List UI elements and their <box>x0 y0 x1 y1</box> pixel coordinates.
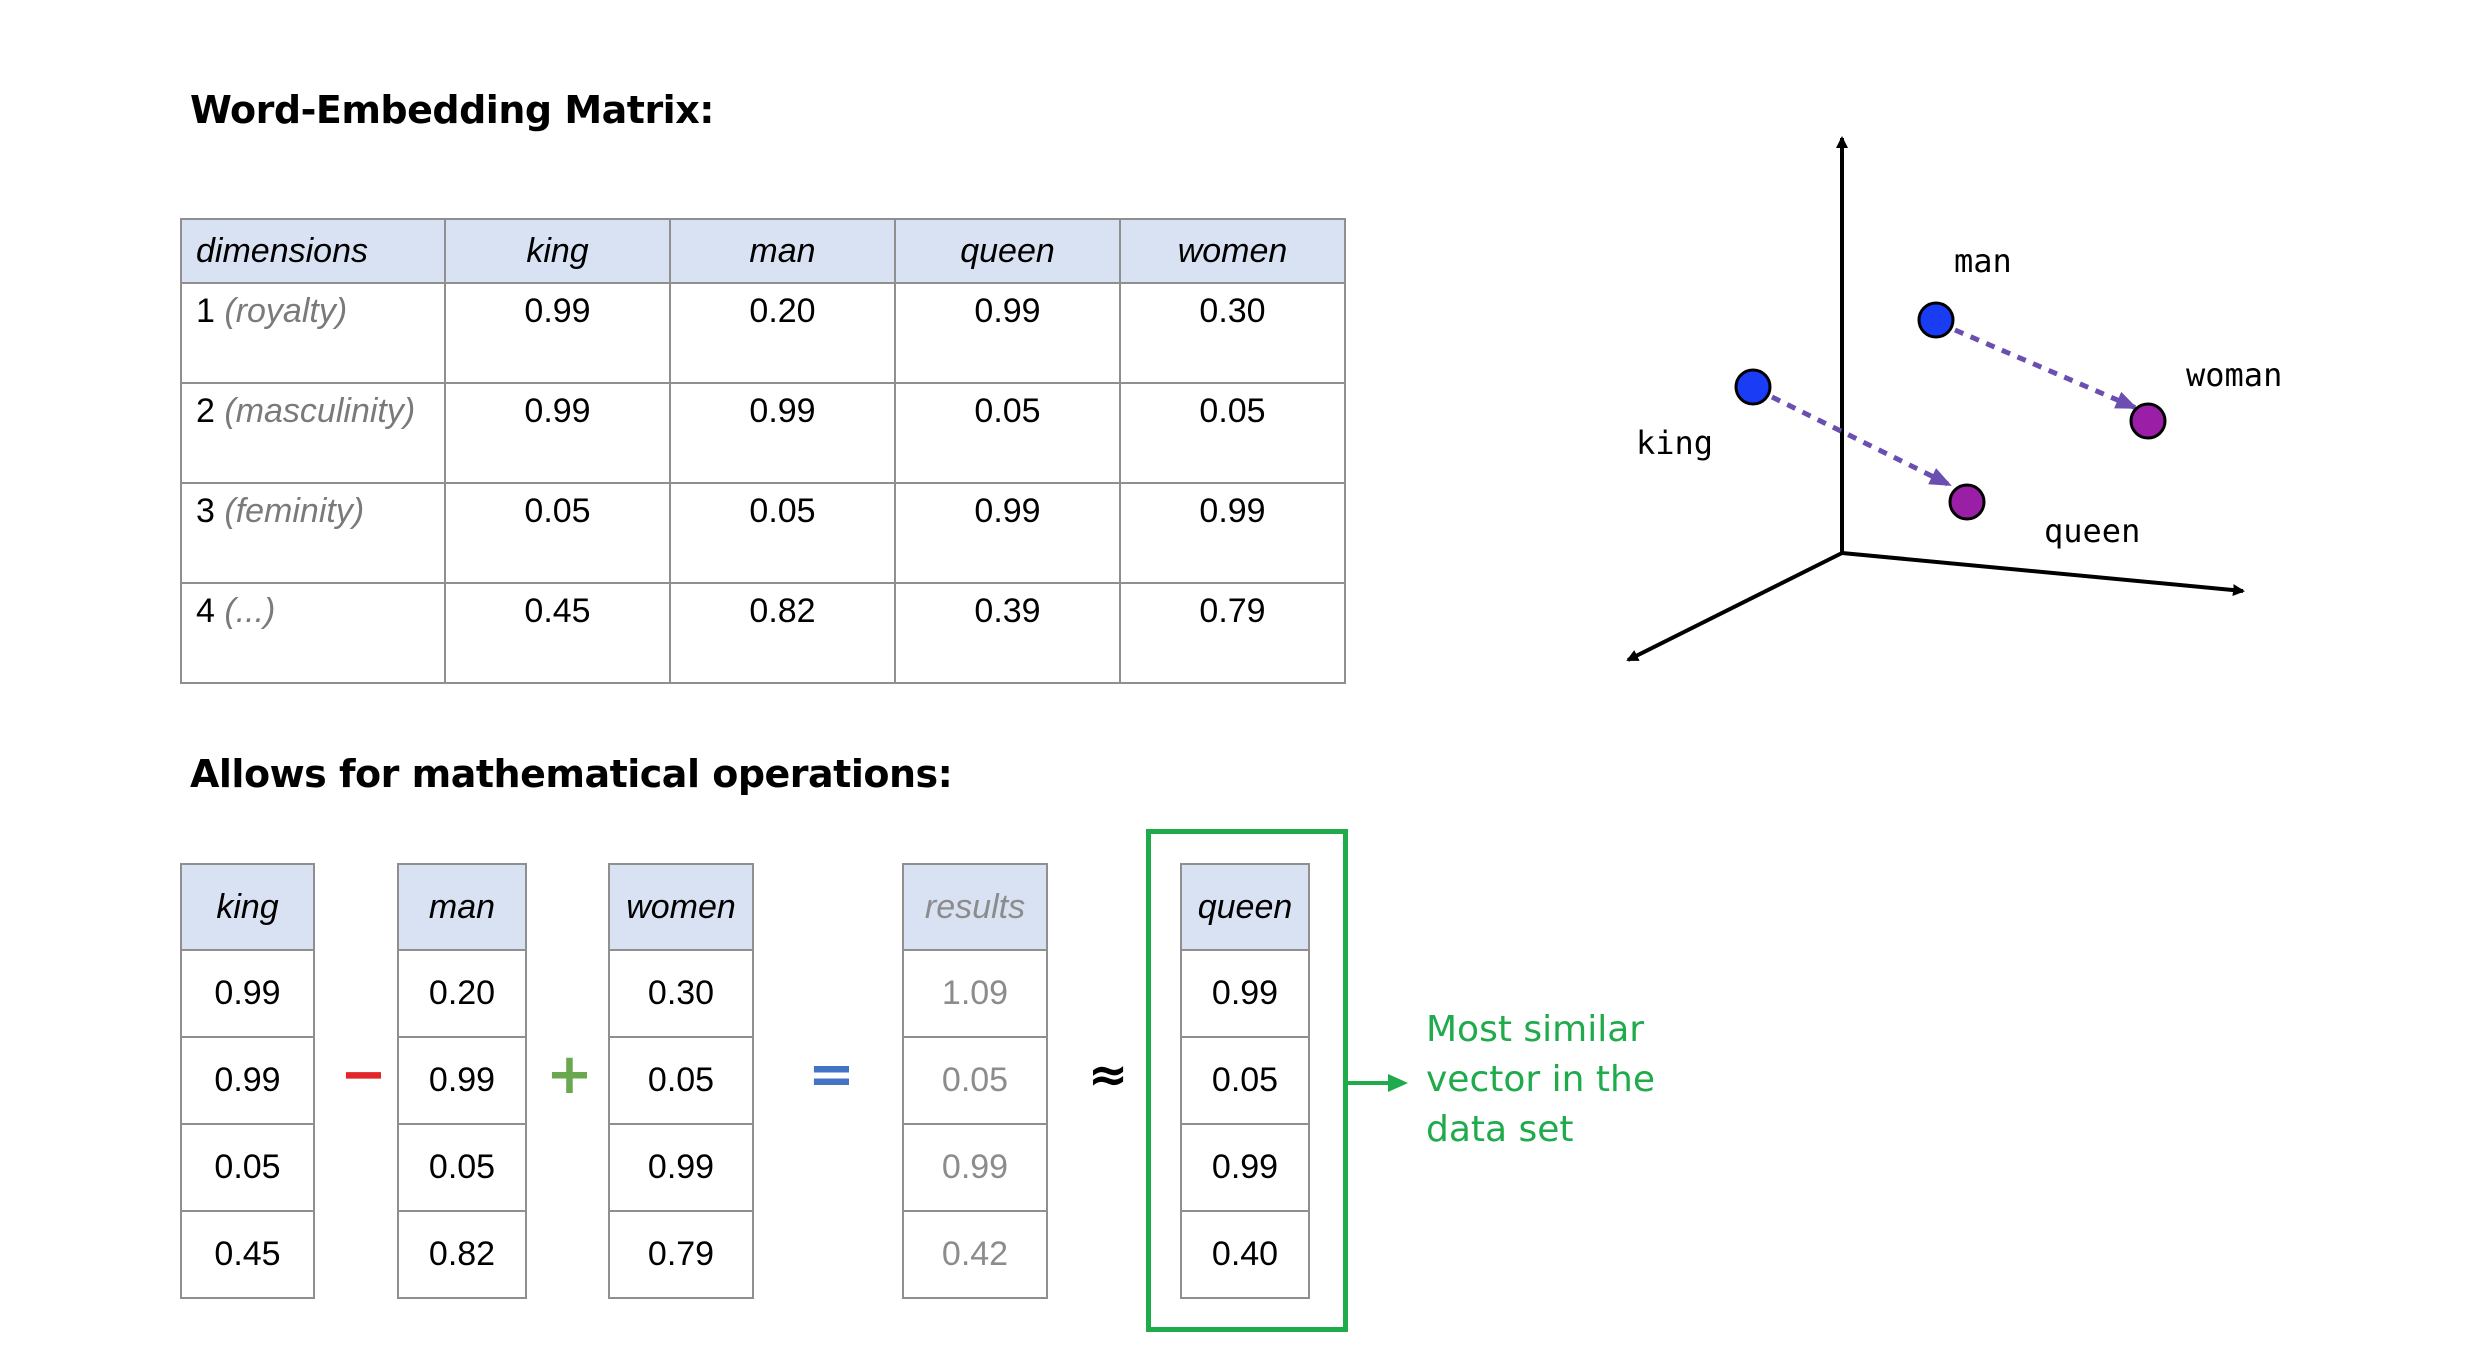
dimension-label: (feminity) <box>224 492 365 530</box>
matrix-dimension-cell: 3 (feminity) <box>180 482 446 584</box>
vector-cell: 0.05 <box>608 1036 754 1125</box>
vector-cell: 0.99 <box>180 949 315 1038</box>
note-line: Most similar <box>1426 1009 1645 1050</box>
dimension-number: 4 <box>196 592 215 630</box>
matrix-header-man: man <box>669 218 896 284</box>
operations-heading: Allows for mathematical operations: <box>190 752 953 796</box>
vector-cell: 0.99 <box>397 1036 527 1125</box>
minus-operator: − <box>340 1042 387 1107</box>
king-to-queen-arrow <box>1770 394 1952 488</box>
most-similar-note: Most similar vector in the data set <box>1426 1005 1655 1155</box>
vector-header: man <box>397 863 527 951</box>
vector-header: results <box>902 863 1048 951</box>
matrix-header-women: women <box>1119 218 1346 284</box>
note-line: data set <box>1426 1109 1574 1150</box>
matrix-cell: 0.20 <box>669 282 896 384</box>
dimension-number: 2 <box>196 392 215 430</box>
matrix-cell: 0.99 <box>894 282 1121 384</box>
vector-cell: 0.82 <box>397 1210 527 1299</box>
vector-cell: 0.05 <box>902 1036 1048 1125</box>
most-similar-highlight-box <box>1146 829 1348 1332</box>
matrix-row: 4 (...) 0.45 0.82 0.39 0.79 <box>180 582 1346 684</box>
dimension-label: (masculinity) <box>224 392 416 430</box>
matrix-cell: 0.99 <box>444 282 671 384</box>
women-vector-table: women 0.30 0.05 0.99 0.79 <box>608 863 754 1299</box>
vector-cell: 1.09 <box>902 949 1048 1038</box>
vector-cell: 0.99 <box>608 1123 754 1212</box>
embedding-matrix-table: dimensions king man queen women 1 (royal… <box>180 218 1346 684</box>
queen-vector-table: queen 0.99 0.05 0.99 0.40 <box>1180 863 1310 1299</box>
matrix-cell: 0.05 <box>1119 382 1346 484</box>
matrix-cell: 0.82 <box>669 582 896 684</box>
man-vector-table: man 0.20 0.99 0.05 0.82 <box>397 863 527 1299</box>
king-point <box>1734 368 1772 406</box>
matrix-dimension-cell: 4 (...) <box>180 582 446 684</box>
matrix-cell: 0.99 <box>1119 482 1346 584</box>
vector-cell: 0.40 <box>1180 1210 1310 1299</box>
vector-cell: 0.20 <box>397 949 527 1038</box>
z-axis <box>1626 551 1843 662</box>
vector-cell: 0.42 <box>902 1210 1048 1299</box>
vector-cell: 0.05 <box>1180 1036 1310 1125</box>
matrix-cell: 0.05 <box>444 482 671 584</box>
vector-cell: 0.99 <box>1180 949 1310 1038</box>
queen-point <box>1948 483 1986 521</box>
matrix-cell: 0.05 <box>669 482 896 584</box>
plus-operator: + <box>546 1042 593 1107</box>
vector-cell: 0.45 <box>180 1210 315 1299</box>
matrix-dimension-cell: 1 (royalty) <box>180 282 446 384</box>
results-vector-table: results 1.09 0.05 0.99 0.42 <box>902 863 1048 1299</box>
man-point <box>1917 301 1955 339</box>
vector-header: women <box>608 863 754 951</box>
matrix-cell: 0.99 <box>894 482 1121 584</box>
vector-cell: 0.99 <box>180 1036 315 1125</box>
matrix-row: 2 (masculinity) 0.99 0.99 0.05 0.05 <box>180 382 1346 484</box>
matrix-cell: 0.79 <box>1119 582 1346 684</box>
dimension-number: 3 <box>196 492 215 530</box>
matrix-header-queen: queen <box>894 218 1121 284</box>
matrix-cell: 0.05 <box>894 382 1121 484</box>
approx-operator: ≈ <box>1088 1047 1129 1103</box>
vector-cell: 0.05 <box>397 1123 527 1212</box>
king-vector-table: king 0.99 0.99 0.05 0.45 <box>180 863 315 1299</box>
vector-header: king <box>180 863 315 951</box>
matrix-cell: 0.30 <box>1119 282 1346 384</box>
matrix-heading: Word-Embedding Matrix: <box>190 88 714 132</box>
matrix-header-dimensions: dimensions <box>180 218 446 284</box>
matrix-header-king: king <box>444 218 671 284</box>
vector-header: queen <box>1180 863 1310 951</box>
matrix-dimension-cell: 2 (masculinity) <box>180 382 446 484</box>
matrix-row: 1 (royalty) 0.99 0.20 0.99 0.30 <box>180 282 1346 384</box>
matrix-cell: 0.99 <box>444 382 671 484</box>
woman-point <box>2129 402 2167 440</box>
vector-cell: 0.30 <box>608 949 754 1038</box>
king-label: king <box>1636 424 1713 462</box>
note-line: vector in the <box>1426 1059 1655 1100</box>
vector-cell: 0.79 <box>608 1210 754 1299</box>
dimension-label: (royalty) <box>224 292 348 330</box>
man-label: man <box>1954 242 2012 280</box>
dimension-number: 1 <box>196 292 215 330</box>
equals-operator: = <box>808 1042 855 1107</box>
vector-cell: 0.05 <box>180 1123 315 1212</box>
matrix-cell: 0.45 <box>444 582 671 684</box>
matrix-header-row: dimensions king man queen women <box>180 218 1346 284</box>
dimension-label: (...) <box>224 592 276 630</box>
vector-cell: 0.99 <box>902 1123 1048 1212</box>
x-axis <box>1841 551 2245 597</box>
vector-cell: 0.99 <box>1180 1123 1310 1212</box>
man-to-woman-arrow <box>1954 327 2138 411</box>
woman-label: woman <box>2186 356 2282 394</box>
matrix-cell: 0.99 <box>669 382 896 484</box>
matrix-cell: 0.39 <box>894 582 1121 684</box>
queen-label: queen <box>2044 512 2140 550</box>
matrix-row: 3 (feminity) 0.05 0.05 0.99 0.99 <box>180 482 1346 584</box>
